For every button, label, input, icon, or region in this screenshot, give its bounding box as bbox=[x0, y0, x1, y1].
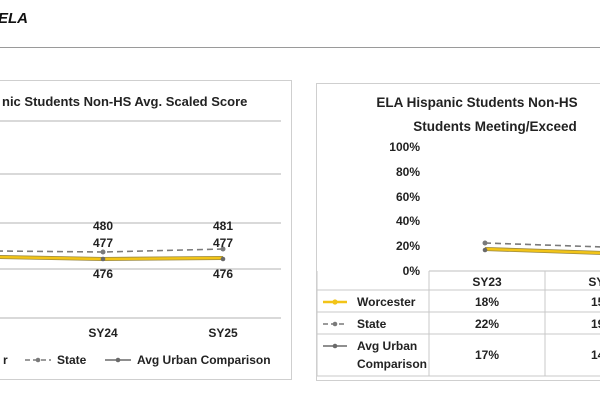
legend-state-label: State bbox=[57, 353, 87, 367]
table-cell: 18% bbox=[475, 295, 499, 309]
y-tick-label: 20% bbox=[396, 239, 420, 253]
x-tick-label: SY25 bbox=[208, 326, 238, 340]
legend: r State Avg Urban Comparison bbox=[3, 353, 271, 367]
y-tick-label: 100% bbox=[389, 140, 420, 154]
legend-worcester-label: r bbox=[3, 353, 8, 367]
section-divider bbox=[0, 47, 600, 48]
state-series-line bbox=[0, 248, 224, 253]
chart-title: nic Students Non-HS Avg. Scaled Score bbox=[2, 94, 247, 109]
x-tick-label: SY24 bbox=[588, 275, 600, 289]
urban-point bbox=[482, 247, 488, 253]
chart-title-line-2: Students Meeting/Exceed bbox=[413, 119, 577, 134]
worcester-data-label: 476 bbox=[93, 267, 113, 281]
x-tick-label: SY24 bbox=[88, 326, 118, 340]
section-heading: ELA bbox=[0, 10, 28, 27]
legend-worcester-marker bbox=[332, 299, 338, 305]
urban-point bbox=[220, 256, 226, 262]
table-cell: 15% bbox=[591, 295, 600, 309]
state-point bbox=[482, 240, 488, 246]
table-cell: 19% bbox=[591, 317, 600, 331]
table-cell: 22% bbox=[475, 317, 499, 331]
data-table bbox=[316, 271, 600, 377]
urban-data-label: 481 bbox=[213, 219, 233, 233]
table-cell: 14% bbox=[591, 348, 600, 362]
legend-urban-label: Avg Urban Comparison bbox=[137, 353, 271, 367]
table-cell: 17% bbox=[475, 348, 499, 362]
row-label-urban-line-2: Comparison bbox=[357, 357, 427, 371]
meeting-exceeding-chart: ELA Hispanic Students Non-HS Students Me… bbox=[316, 95, 600, 377]
legend-urban-marker bbox=[115, 357, 121, 363]
state-data-label: 477 bbox=[213, 236, 233, 250]
chart-title-line-1: ELA Hispanic Students Non-HS bbox=[376, 95, 577, 110]
state-point bbox=[100, 249, 106, 255]
legend-state-marker bbox=[332, 321, 338, 327]
avg-scaled-score-chart: nic Students Non-HS Avg. Scaled Score 48… bbox=[0, 94, 281, 367]
worcester-data-label: 476 bbox=[213, 267, 233, 281]
y-tick-label: 40% bbox=[396, 214, 420, 228]
row-label-state: State bbox=[357, 317, 387, 331]
y-tick-label: 0% bbox=[403, 264, 421, 278]
state-point bbox=[220, 246, 226, 252]
urban-data-label: 480 bbox=[93, 219, 113, 233]
avg-scaled-score-chart-panel: nic Students Non-HS Avg. Scaled Score 48… bbox=[0, 80, 292, 380]
legend-urban-marker bbox=[332, 343, 338, 349]
urban-point bbox=[100, 256, 106, 262]
y-tick-label: 60% bbox=[396, 190, 420, 204]
row-label-worcester: Worcester bbox=[357, 295, 416, 309]
gridlines bbox=[0, 120, 281, 319]
state-data-label: 477 bbox=[93, 236, 113, 250]
row-label-urban-line-1: Avg Urban bbox=[357, 339, 417, 353]
x-tick-label: SY23 bbox=[472, 275, 502, 289]
legend-state-marker bbox=[35, 357, 41, 363]
state-series-line bbox=[484, 242, 600, 248]
meeting-exceeding-chart-panel: ELA Hispanic Students Non-HS Students Me… bbox=[316, 83, 600, 381]
y-tick-label: 80% bbox=[396, 165, 420, 179]
worcester-series-line bbox=[484, 247, 600, 255]
